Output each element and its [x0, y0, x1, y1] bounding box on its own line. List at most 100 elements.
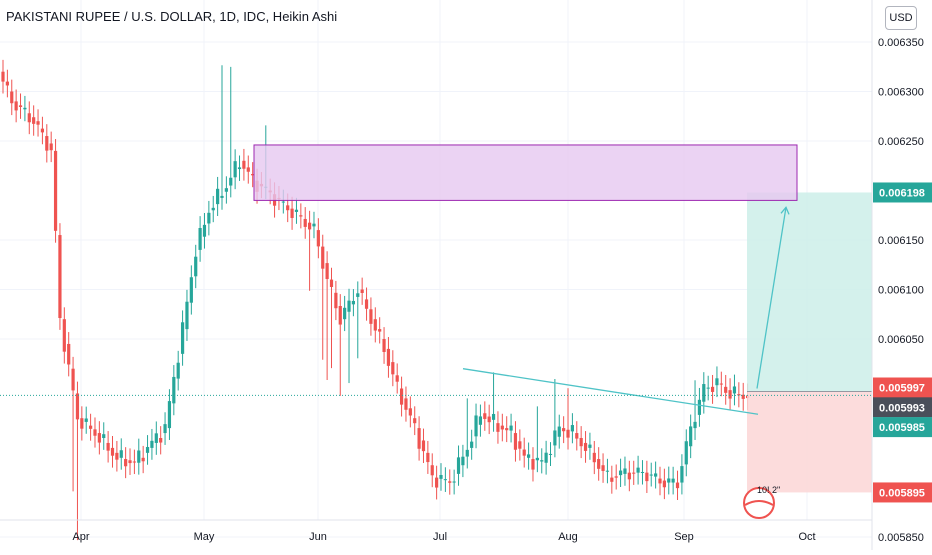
candle-body [724, 386, 728, 393]
candle-body [426, 452, 430, 463]
price-tag-bg [873, 482, 932, 503]
candle-body [640, 471, 645, 473]
candle-body [325, 263, 329, 280]
candle-body [45, 136, 49, 151]
candle-body [106, 442, 110, 451]
y-tick-label: 0.006250 [878, 136, 924, 148]
candle-body [649, 474, 653, 476]
candle-body [710, 386, 715, 392]
candle-body [382, 339, 386, 352]
candle-body [461, 456, 465, 466]
watermark-logo: 10! 2" [743, 485, 780, 519]
candle-body [159, 438, 163, 443]
candle-body [413, 418, 417, 424]
candle-body [216, 188, 220, 205]
candle-body [154, 433, 158, 443]
candle-body [667, 478, 671, 483]
candle-body [10, 91, 14, 104]
candle-body [176, 362, 180, 379]
candle-body [27, 113, 31, 123]
candle-body [605, 470, 610, 472]
candles-layer [1, 59, 750, 541]
candle-body [697, 399, 702, 415]
candle-body [75, 393, 80, 420]
candle-body [89, 425, 93, 429]
candle-body [110, 447, 115, 456]
candle-body [62, 319, 66, 352]
price-tag-lower: 0.005985 [873, 417, 932, 438]
candle-body [378, 329, 382, 332]
candle-body [299, 215, 303, 217]
candle-body [14, 101, 18, 111]
candle-body [474, 415, 478, 437]
currency-button[interactable]: USD [885, 6, 917, 30]
candle-body [286, 205, 290, 211]
candle-body [632, 472, 636, 474]
y-tick-label: 0.006050 [878, 334, 924, 346]
candle-body [583, 442, 588, 451]
candle-body [557, 426, 561, 437]
candle-body [693, 421, 697, 429]
candle-body [194, 256, 198, 277]
candle-body [553, 430, 557, 446]
candle-body [575, 433, 579, 439]
candle-body [592, 452, 596, 463]
candle-body [237, 167, 242, 170]
candle-body [150, 440, 154, 448]
candle-body [180, 322, 185, 354]
long-position-loss-zone [747, 391, 872, 493]
candle-body [137, 450, 141, 463]
candle-body [566, 429, 570, 438]
candle-body [741, 394, 745, 399]
candle-body [562, 428, 566, 432]
candle-body [163, 424, 167, 434]
candle-body [224, 188, 228, 192]
candle-body [408, 408, 412, 416]
candle-body [49, 143, 53, 151]
candle-body [198, 227, 202, 250]
symbol-title[interactable]: PAKISTANI RUPEE / U.S. DOLLAR, 1D, IDC, … [6, 9, 338, 24]
candle-body [680, 466, 684, 483]
candle-body [491, 413, 496, 420]
projection-arrow-head [780, 206, 790, 215]
y-tick-label: 0.006150 [878, 235, 924, 247]
candle-body [671, 478, 675, 483]
x-tick-label: Jun [309, 531, 327, 543]
price-tag-stop: 0.005895 [873, 482, 932, 503]
candle-body [395, 375, 399, 382]
candle-body [456, 457, 461, 474]
candle-body [281, 201, 285, 203]
candle-body [675, 482, 680, 489]
candle-body [399, 388, 404, 405]
candle-body [465, 449, 469, 457]
candle-body [207, 212, 211, 224]
candle-body [329, 279, 334, 287]
candle-body [36, 121, 40, 125]
price-axis: 0.006350 0.006300 0.006250 0.006150 0.006100… [871, 0, 924, 550]
candle-body [141, 457, 145, 462]
watermark-circle [743, 487, 775, 519]
candle-body [347, 300, 351, 312]
candle-body [702, 384, 706, 402]
candle-body [369, 309, 373, 324]
candle-body [80, 418, 84, 429]
candle-body [308, 222, 312, 230]
price-tag-entry: 0.005997 [873, 377, 932, 398]
candle-body [290, 208, 294, 218]
y-tick-label: 0.006350 [878, 37, 924, 49]
watermark-text: 10! 2" [757, 485, 780, 495]
candle-body [417, 428, 421, 449]
long-position-profit-zone [747, 192, 872, 392]
price-tag-label: 0.005993 [879, 402, 925, 414]
candle-body [32, 117, 36, 124]
candle-body [478, 416, 483, 425]
x-tick-label: Aug [558, 531, 578, 543]
candle-body [115, 452, 119, 460]
candle-body [627, 472, 631, 480]
candle-body [518, 441, 522, 449]
candle-body [513, 433, 518, 450]
candle-body [483, 413, 487, 419]
candle-body [588, 444, 592, 448]
candle-body [145, 446, 150, 453]
